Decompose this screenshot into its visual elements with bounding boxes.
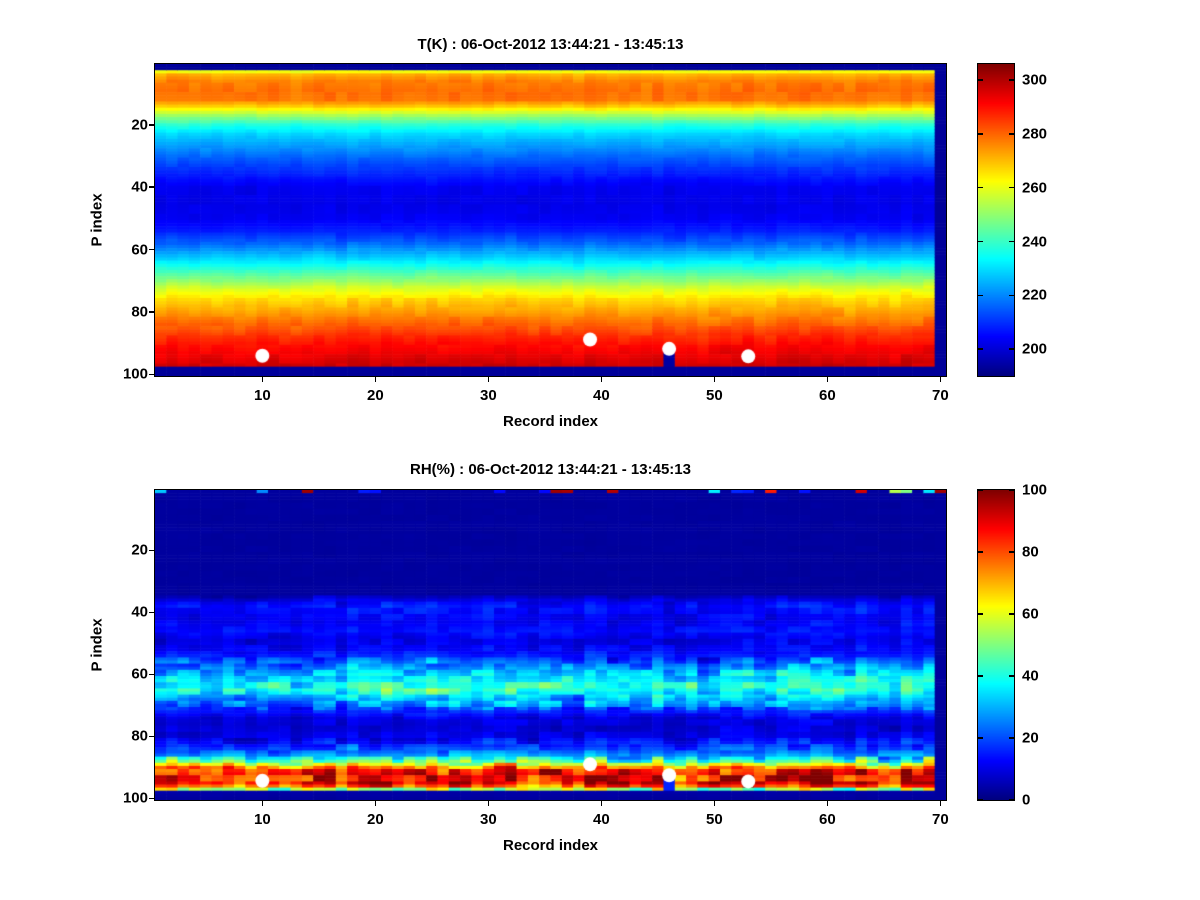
y-tick-label: 20 [131,541,148,559]
x-tick-label: 20 [367,387,384,404]
colorbar-tick-mark [978,613,983,615]
x-tick-label: 50 [706,387,723,404]
colorbar-tick-mark [1009,737,1014,739]
colorbar-tick-mark [978,675,983,677]
x-tick-label: 10 [254,811,271,828]
x-tick-mark [826,801,829,806]
colorbar-tick-label: 220 [1022,286,1048,304]
y-tick-label: 80 [131,727,148,745]
x-tick-mark [374,801,377,806]
temperature-heatmap-canvas [155,64,946,376]
colorbar-tick-label: 100 [1022,481,1048,499]
y-tick-mark [149,311,154,313]
colorbar-tick-label: 0 [1022,791,1031,809]
colorbar-tick-mark [978,79,983,81]
colorbar-tick-mark [1009,240,1014,243]
colorbar-tick-mark [1009,79,1014,81]
temperature-x-axis-label: Record index [502,413,599,430]
humidity-colorbar: 0 20 40 60 80 100 [977,482,1047,809]
x-tick-label: 30 [480,387,497,404]
x-tick-label: 20 [367,811,384,828]
x-tick-mark [600,801,603,806]
humidity-heatmap-canvas [155,490,946,800]
x-tick-mark [826,377,829,382]
x-tick-label: 60 [819,811,836,828]
x-tick-label: 70 [932,387,949,404]
x-tick-label: 40 [593,387,610,404]
x-tick-mark [487,377,490,382]
colorbar-tick-label: 20 [1022,729,1039,747]
colorbar-tick-label: 260 [1022,179,1048,197]
colorbar-tick-mark [1009,186,1014,189]
colorbar-tick-mark [978,294,983,297]
colorbar-tick-mark [1009,675,1014,677]
colorbar-tick-mark [978,737,983,739]
humidity-x-axis-label: Record index [502,837,599,854]
colorbar-tick-label: 200 [1022,340,1048,358]
colorbar-tick-mark [978,551,983,553]
colorbar-tick-mark [1009,294,1014,297]
x-tick-mark [487,801,490,806]
temperature-y-axis-label: P index [88,193,106,247]
colorbar-tick-mark [978,133,983,135]
y-tick-mark [149,124,154,126]
humidity-chart-title: RH(%) : 06-Oct-2012 13:44:21 - 13:45:13 [410,461,691,478]
colorbar-tick-mark [1009,489,1014,491]
temperature-chart-title: T(K) : 06-Oct-2012 13:44:21 - 13:45:13 [417,36,684,53]
temperature-colorbar-canvas [978,64,1014,376]
humidity-colorbar-canvas [978,490,1014,800]
colorbar-tick-mark [978,240,983,243]
y-tick-mark [149,611,154,614]
y-tick-mark [149,186,154,188]
x-tick-mark [261,801,264,806]
colorbar-tick-mark [1009,613,1014,615]
colorbar-tick-label: 300 [1022,71,1048,89]
y-tick-mark [149,735,154,738]
colorbar-tick-mark [1009,799,1014,801]
x-tick-mark [939,801,942,806]
x-tick-mark [261,377,264,382]
x-tick-mark [374,377,377,382]
colorbar-tick-mark [1009,551,1014,553]
y-tick-mark [149,373,154,376]
y-tick-mark [149,797,154,800]
colorbar-tick-label: 280 [1022,125,1048,143]
y-tick-label: 60 [131,665,148,683]
humidity-y-axis-label: P index [88,618,106,672]
x-tick-mark [939,377,942,382]
y-tick-label: 40 [131,603,148,621]
colorbar-tick-label: 80 [1022,543,1039,561]
colorbar-tick-mark [1009,133,1014,135]
colorbar-tick-label: 60 [1022,605,1039,623]
x-tick-label: 30 [480,811,497,828]
x-tick-mark [713,801,716,806]
y-tick-label: 100 [122,789,148,807]
y-tick-label: 60 [131,241,148,259]
colorbar-tick-label: 40 [1022,667,1039,685]
x-tick-label: 60 [819,387,836,404]
x-tick-label: 10 [254,387,271,404]
temperature-heatmap-plot: P index Record index 10 20 30 40 50 60 70 20 40 6… [89,63,949,430]
colorbar-tick-mark [1009,348,1014,350]
y-tick-mark [149,248,154,251]
x-tick-label: 40 [593,811,610,828]
colorbar-tick-label: 240 [1022,233,1048,251]
y-tick-mark [149,549,154,552]
humidity-heatmap-plot: P index Record index 10 20 30 40 50 60 70 20 40 6… [89,489,949,854]
y-tick-label: 80 [131,303,148,321]
colorbar-tick-mark [978,348,983,350]
y-tick-label: 100 [122,365,148,383]
x-tick-mark [713,377,716,382]
temperature-colorbar: 200 220 240 260 280 300 [977,63,1047,377]
y-tick-mark [149,673,154,676]
x-tick-mark [600,377,603,382]
x-tick-label: 50 [706,811,723,828]
colorbar-tick-mark [978,489,983,491]
x-tick-label: 70 [932,811,949,828]
colorbar-tick-mark [978,799,983,801]
colorbar-tick-mark [978,186,983,189]
y-tick-label: 40 [131,178,148,196]
y-tick-label: 20 [131,116,148,134]
